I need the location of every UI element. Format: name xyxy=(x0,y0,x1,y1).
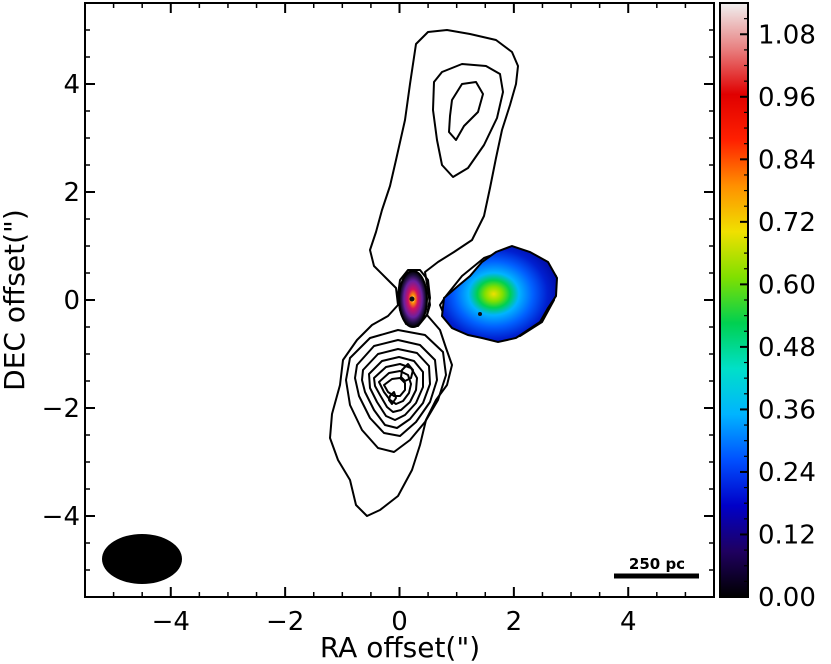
x-tick-label: −2 xyxy=(266,607,304,637)
x-axis-label: RA offset(") xyxy=(320,631,480,664)
north-contour-2 xyxy=(432,63,504,178)
south-contour-group xyxy=(345,329,447,453)
colorbar-tick-label: 0.72 xyxy=(758,208,816,238)
colorbar-tick-label: 0.60 xyxy=(758,270,816,300)
y-axis-label: DEC offset(") xyxy=(0,209,31,391)
colorbar-tick-label: 0.00 xyxy=(758,583,816,613)
outer-contour xyxy=(329,29,519,517)
plot-area: 250 pc −4 −2 0 2 4 −4 −2 0 2 4 xyxy=(42,2,715,637)
x-tick-label: 2 xyxy=(506,607,523,637)
colorbar-tick-label: 0.12 xyxy=(758,520,816,550)
core-marker xyxy=(409,296,415,302)
y-tick-label: −2 xyxy=(42,394,80,424)
y-tick-label: −4 xyxy=(42,502,80,532)
knot-marker xyxy=(478,312,482,316)
beam-ellipse xyxy=(102,534,182,584)
colorbar-tick-label: 0.48 xyxy=(758,333,816,363)
knot-emission xyxy=(440,244,559,344)
radio-contours xyxy=(329,29,557,517)
x-tick-label: 4 xyxy=(620,607,637,637)
x-tick-label: −4 xyxy=(152,607,190,637)
plot-border xyxy=(84,2,715,598)
colorbar-tick-label: 0.84 xyxy=(758,145,816,175)
y-tick-label: 4 xyxy=(63,70,80,100)
continuum-emission xyxy=(398,244,559,344)
north-contour-3 xyxy=(448,81,484,141)
x-ticks: −4 −2 0 2 4 xyxy=(84,3,715,637)
colorbar-tick-label: 1.08 xyxy=(758,20,816,50)
colorbar-tick-label: 0.36 xyxy=(758,395,816,425)
colorbar-tick-label: 0.96 xyxy=(758,83,816,113)
scale-bar-label: 250 pc xyxy=(629,555,685,573)
colorbar-bar xyxy=(719,2,749,598)
colorbar-tick-label: 0.24 xyxy=(758,458,816,488)
colorbar-ticks: 0.00 0.12 0.24 0.36 0.48 0.60 0.72 0.84 0.96 1.08 xyxy=(740,18,816,613)
x-tick-label: 0 xyxy=(391,607,408,637)
colorbar: 0.00 0.12 0.24 0.36 0.48 0.60 0.72 0.84 0.96 1.08 xyxy=(719,2,816,613)
y-tick-label: 0 xyxy=(63,286,80,316)
y-tick-label: 2 xyxy=(63,178,80,208)
